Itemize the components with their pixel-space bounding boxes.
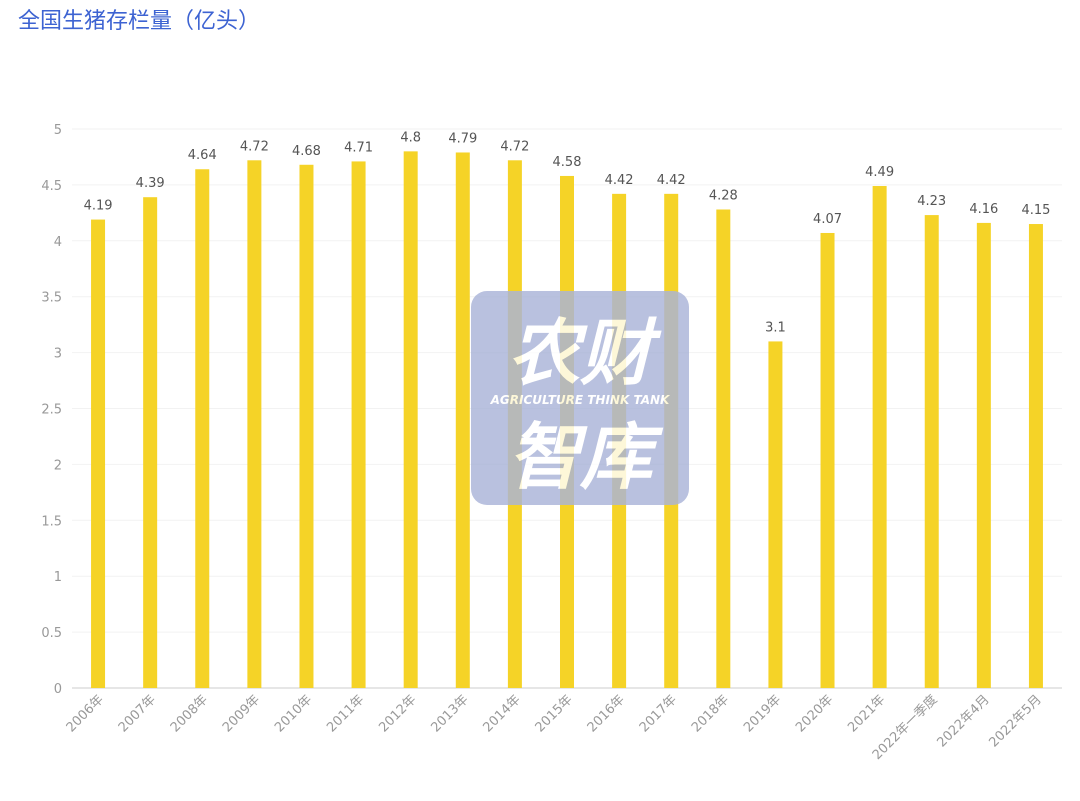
value-label: 4.39	[136, 176, 165, 191]
value-label: 4.42	[605, 173, 634, 188]
value-label: 4.8	[400, 130, 421, 145]
value-label: 4.42	[657, 173, 686, 188]
value-label: 4.19	[84, 199, 113, 214]
y-tick-label: 1.5	[41, 514, 62, 529]
bar	[976, 222, 991, 689]
y-tick-label: 4	[54, 235, 62, 250]
bar	[195, 169, 210, 689]
y-tick-label: 2	[54, 458, 62, 473]
watermark-text: AGRICULTURE THINK TANK	[490, 393, 671, 407]
y-tick-label: 4.5	[41, 179, 62, 194]
y-tick-label: 1	[54, 570, 62, 585]
value-label: 4.72	[500, 139, 529, 154]
bar	[716, 209, 731, 688]
bar	[91, 219, 106, 689]
value-label: 4.58	[553, 155, 582, 170]
value-label: 4.28	[709, 188, 738, 203]
bar	[247, 160, 262, 688]
y-tick-label: 0	[54, 682, 62, 697]
value-label: 4.16	[969, 202, 998, 217]
value-label: 4.49	[865, 165, 894, 180]
y-tick-label: 3	[54, 347, 62, 362]
value-label: 4.64	[188, 148, 217, 163]
value-label: 4.15	[1021, 203, 1050, 218]
bar	[924, 215, 939, 688]
value-label: 4.72	[240, 139, 269, 154]
value-label: 4.68	[292, 144, 321, 159]
y-tick-label: 2.5	[41, 403, 62, 418]
bar	[143, 197, 158, 688]
bar	[351, 161, 366, 688]
bar	[768, 341, 783, 688]
value-label: 4.79	[448, 131, 477, 146]
value-label: 4.23	[917, 194, 946, 209]
bar	[1028, 224, 1043, 688]
chart-title: 全国生猪存栏量（亿头）	[18, 9, 260, 34]
bar	[820, 232, 835, 688]
watermark-text: 农财	[508, 311, 662, 395]
y-tick-label: 3.5	[41, 291, 62, 306]
value-label: 4.07	[813, 212, 842, 227]
y-tick-label: 0.5	[41, 626, 62, 641]
watermark-box	[471, 291, 689, 505]
bar	[299, 164, 314, 688]
bar	[403, 151, 418, 689]
bar	[872, 186, 887, 688]
bar	[455, 152, 470, 688]
value-label: 4.71	[344, 140, 373, 155]
y-tick-label: 5	[54, 123, 62, 138]
watermark-text: 智库	[508, 415, 664, 499]
value-label: 3.1	[765, 320, 786, 335]
